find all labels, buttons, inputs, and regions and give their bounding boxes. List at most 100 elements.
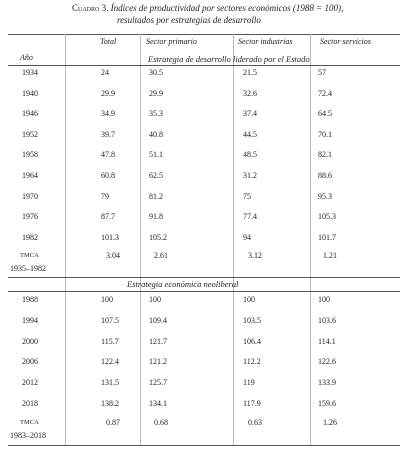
- rule: [8, 277, 400, 278]
- header-cell: Año: [20, 53, 33, 62]
- section-heading: Estrategia económica neoliberal: [127, 279, 239, 289]
- year-cell: 1982: [22, 232, 38, 242]
- column-divider: [233, 34, 234, 445]
- column-divider: [140, 34, 141, 445]
- year-cell: 1952: [22, 129, 38, 139]
- value-cell: 31.2: [243, 171, 257, 180]
- year-cell: 1964: [22, 171, 38, 180]
- value-cell: 30.5: [149, 68, 163, 77]
- title-text: Índices de productividad por sectores ec…: [110, 3, 344, 13]
- title: Cuadro 3. Índices de productividad por s…: [72, 3, 343, 13]
- value-cell: 48.5: [243, 150, 257, 160]
- value-cell: 95.3: [318, 191, 332, 201]
- value-cell: 29.9: [101, 88, 115, 98]
- value-cell: 88.6: [318, 171, 332, 180]
- summary-value: 0.87: [106, 418, 120, 427]
- value-cell: 103.5: [243, 315, 261, 325]
- value-cell: 112.2: [243, 357, 261, 367]
- value-cell: 105.3: [318, 212, 336, 222]
- year-cell: 1970: [22, 191, 38, 201]
- value-cell: 62.5: [149, 171, 163, 180]
- title-label: Cuadro 3.: [72, 3, 109, 13]
- value-cell: 82.1: [318, 150, 332, 160]
- value-cell: 133.9: [318, 378, 336, 388]
- title-text: resultados por estrategias de desarrollo: [117, 15, 261, 25]
- value-cell: 64.5: [318, 109, 332, 119]
- header-cell: Sector primario: [146, 37, 197, 46]
- value-cell: 131.5: [101, 378, 119, 388]
- value-cell: 51.1: [149, 150, 163, 160]
- year-cell: 1946: [22, 109, 38, 119]
- value-cell: 107.5: [101, 315, 119, 325]
- year-cell: 2006: [22, 357, 38, 367]
- value-cell: 100: [101, 295, 113, 304]
- value-cell: 87.7: [101, 212, 115, 222]
- value-cell: 100: [318, 295, 330, 304]
- value-cell: 32.6: [243, 88, 257, 98]
- column-divider: [65, 34, 66, 445]
- value-cell: 121.2: [149, 357, 167, 367]
- value-cell: 134.1: [149, 399, 167, 408]
- summary-value: 0.68: [154, 418, 168, 427]
- summary-value: 1.26: [323, 418, 337, 427]
- year-cell: 1934: [22, 68, 38, 77]
- value-cell: 103.6: [318, 315, 336, 325]
- value-cell: 75: [243, 191, 251, 201]
- value-cell: 101.7: [318, 232, 336, 242]
- value-cell: 115.7: [101, 336, 119, 346]
- summary-label: TMCA: [20, 252, 39, 259]
- value-cell: 109.4: [149, 315, 167, 325]
- header-cell: Total: [100, 37, 117, 46]
- year-cell: 1940: [22, 88, 38, 98]
- value-cell: 40.8: [149, 129, 163, 139]
- value-cell: 60.8: [101, 171, 115, 180]
- value-cell: 117.9: [243, 399, 261, 408]
- section-heading: Estrategia de desarrollo liderado por el…: [148, 54, 310, 64]
- value-cell: 125.7: [149, 378, 167, 388]
- value-cell: 37.4: [243, 109, 257, 119]
- value-cell: 159.6: [318, 399, 336, 408]
- rule: [8, 291, 400, 292]
- rule: [8, 34, 400, 35]
- rule: [8, 65, 400, 66]
- value-cell: 101.3: [101, 232, 119, 242]
- year-cell: 1976: [22, 212, 38, 222]
- summary-label: TMCA: [20, 419, 39, 426]
- value-cell: 114.1: [318, 336, 336, 346]
- value-cell: 100: [243, 295, 255, 304]
- value-cell: 79: [101, 191, 109, 201]
- value-cell: 119: [243, 378, 255, 388]
- value-cell: 121.7: [149, 336, 167, 346]
- year-cell: 2000: [22, 336, 38, 346]
- value-cell: 105.2: [149, 232, 167, 242]
- value-cell: 72.4: [318, 88, 332, 98]
- year-cell: 2018: [22, 399, 38, 408]
- value-cell: 29.9: [149, 88, 163, 98]
- value-cell: 47.8: [101, 150, 115, 160]
- value-cell: 77.4: [243, 212, 257, 222]
- value-cell: 81.2: [149, 191, 163, 201]
- year-cell: 2012: [22, 378, 38, 388]
- value-cell: 122.4: [101, 357, 119, 367]
- header-cell: Sector industrias: [238, 37, 293, 46]
- summary-value: 3.12: [248, 251, 262, 260]
- year-cell: 1958: [22, 150, 38, 160]
- value-cell: 57: [318, 68, 326, 77]
- column-divider: [310, 34, 311, 445]
- value-cell: 122.6: [318, 357, 336, 367]
- value-cell: 35.3: [149, 109, 163, 119]
- value-cell: 44.5: [243, 129, 257, 139]
- year-cell: 1988: [22, 295, 38, 304]
- summary-value: 1.21: [323, 251, 337, 260]
- value-cell: 39.7: [101, 129, 115, 139]
- value-cell: 21.5: [243, 68, 257, 77]
- value-cell: 70.1: [318, 129, 332, 139]
- value-cell: 138.2: [101, 399, 119, 408]
- value-cell: 100: [149, 295, 161, 304]
- summary-value: 2.61: [154, 251, 168, 260]
- summary-period: 1983–2018: [10, 431, 46, 440]
- value-cell: 94: [243, 232, 251, 242]
- value-cell: 24: [101, 68, 109, 77]
- value-cell: 106.4: [243, 336, 261, 346]
